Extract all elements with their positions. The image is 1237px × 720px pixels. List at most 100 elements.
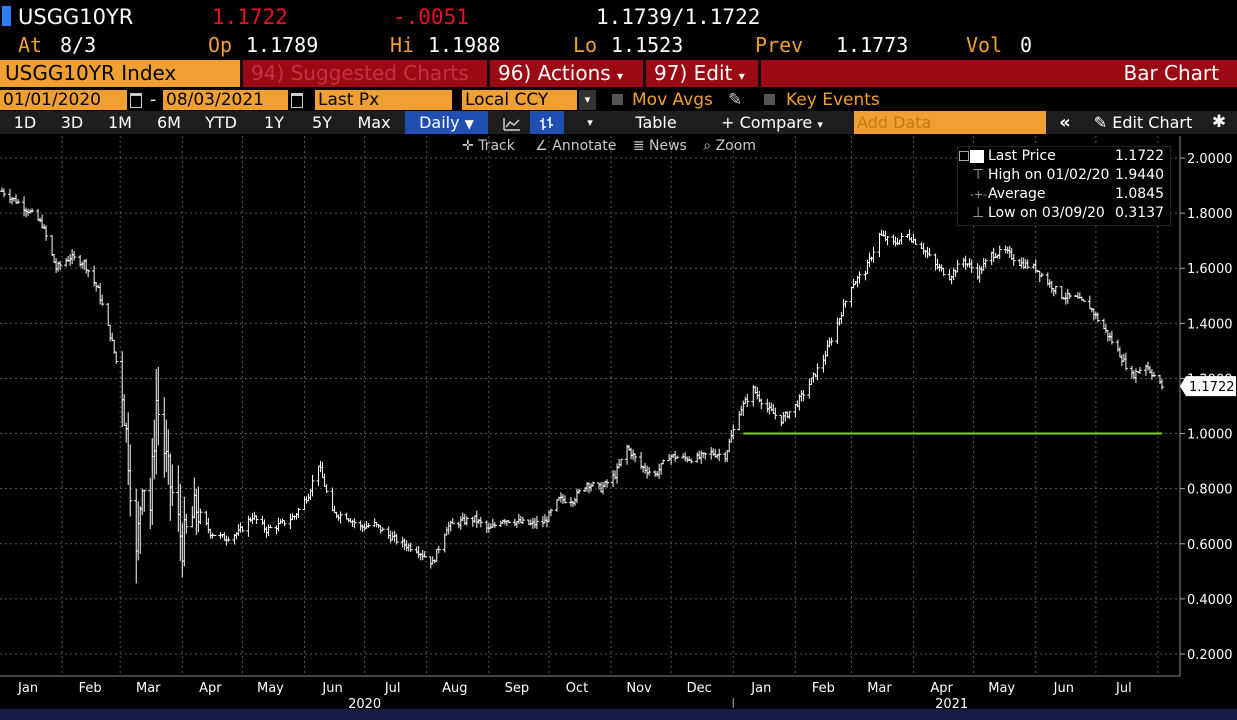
x-month-label: Jan bbox=[750, 681, 771, 696]
volume-value: 0 bbox=[1020, 33, 1033, 57]
gear-icon[interactable]: ✱ bbox=[1211, 112, 1227, 132]
period-1m[interactable]: 1M bbox=[108, 113, 132, 132]
legend-collapse-icon[interactable] bbox=[959, 151, 969, 161]
period-1y[interactable]: 1Y bbox=[264, 113, 284, 132]
y-tick-label: 1.6000 bbox=[1187, 262, 1233, 277]
x-year-label: 2021 bbox=[935, 697, 968, 708]
calendar-icon[interactable] bbox=[130, 93, 142, 108]
mov-avgs-checkbox[interactable] bbox=[612, 94, 623, 105]
crosshair-icon: ✛ bbox=[462, 138, 474, 154]
period-max[interactable]: Max bbox=[357, 113, 391, 132]
period-6m[interactable]: 6M bbox=[157, 113, 181, 132]
x-month-label: Mar bbox=[867, 681, 892, 696]
x-month-label: Aug bbox=[442, 681, 467, 696]
calendar-icon[interactable] bbox=[291, 93, 303, 108]
frequency-select[interactable]: Daily ▼ bbox=[405, 111, 488, 134]
y-tick-label: 0.4000 bbox=[1187, 593, 1233, 608]
zoom-label: Zoom bbox=[715, 138, 756, 154]
period-1d[interactable]: 1D bbox=[13, 113, 37, 132]
key-events-label[interactable]: Key Events bbox=[786, 90, 880, 110]
high-value: 1.1988 bbox=[428, 33, 501, 57]
track-tool[interactable]: ✛ Track bbox=[452, 138, 529, 154]
frequency-value: Daily bbox=[419, 113, 460, 132]
currency-dropdown-icon[interactable]: ▾ bbox=[579, 90, 596, 110]
suggested-charts-button[interactable]: 94) Suggested Charts bbox=[243, 60, 487, 87]
period-3d[interactable]: 3D bbox=[60, 113, 84, 132]
x-month-label: Feb bbox=[812, 681, 835, 696]
x-month-label: Apr bbox=[199, 681, 222, 696]
mov-avgs-label[interactable]: Mov Avgs bbox=[632, 90, 713, 110]
legend-high-value: 1.9440 bbox=[1115, 167, 1164, 183]
y-tick-label: 0.2000 bbox=[1187, 648, 1233, 663]
caret-down-icon: ▼ bbox=[464, 117, 474, 131]
field-value: Last Px bbox=[318, 90, 380, 110]
line-chart-icon[interactable] bbox=[495, 111, 529, 134]
last-value-label: 1.1722 bbox=[1189, 380, 1235, 395]
actions-menu[interactable]: 96) Actions ▾ bbox=[490, 60, 643, 87]
price-chart[interactable]: 2.00001.80001.60001.40001.20001.00000.80… bbox=[0, 136, 1237, 708]
caret-down-icon: ▾ bbox=[617, 69, 624, 83]
bar-chart-icon[interactable] bbox=[530, 111, 564, 134]
edit-chart-label: Edit Chart bbox=[1112, 113, 1193, 132]
open-value: 1.1789 bbox=[246, 33, 319, 57]
x-month-label: Dec bbox=[687, 681, 712, 696]
table-button[interactable]: Table bbox=[635, 113, 677, 132]
open-label: Op bbox=[208, 33, 233, 57]
x-month-label: Feb bbox=[79, 681, 102, 696]
legend-average-label: Average bbox=[988, 186, 1046, 202]
compare-label: + Compare bbox=[721, 113, 813, 132]
currency-value: Local CCY bbox=[465, 90, 549, 110]
end-date-field[interactable]: 08/03/2021 bbox=[163, 90, 288, 110]
low-marker-icon: ⊥ bbox=[972, 205, 985, 221]
average-marker-icon: -+- bbox=[970, 188, 988, 201]
pencil-icon[interactable]: ✎ bbox=[728, 90, 743, 110]
edit-label: 97) Edit bbox=[654, 61, 733, 85]
key-events-checkbox[interactable] bbox=[764, 94, 775, 105]
zoom-tool[interactable]: ⌕ Zoom bbox=[697, 138, 762, 154]
low-label: Lo bbox=[573, 33, 598, 57]
security-field[interactable]: USGG10YR Index bbox=[0, 60, 240, 87]
news-tool[interactable]: ≣ News bbox=[627, 138, 697, 154]
title-bar: USGG10YR Index 94) Suggested Charts 96) … bbox=[0, 60, 1237, 87]
volume-label: Vol bbox=[966, 33, 1003, 57]
news-label: News bbox=[649, 138, 687, 154]
ticker: USGG10YR bbox=[18, 5, 134, 29]
annotate-icon: ∠ bbox=[535, 138, 548, 154]
x-month-label: Oct bbox=[566, 681, 588, 696]
collapse-double-chevron-icon[interactable]: « bbox=[1059, 112, 1071, 133]
y-tick-label: 1.4000 bbox=[1187, 317, 1233, 332]
y-tick-label: 0.8000 bbox=[1187, 483, 1233, 498]
high-label: Hi bbox=[390, 33, 415, 57]
period-5y[interactable]: 5Y bbox=[312, 113, 332, 132]
caret-down-icon: ▾ bbox=[817, 118, 823, 131]
field-select[interactable]: Last Px bbox=[315, 90, 452, 110]
add-data-input[interactable]: Add Data bbox=[854, 111, 1046, 134]
x-month-label: Jan bbox=[17, 681, 38, 696]
annotate-tool[interactable]: ∠ Annotate bbox=[529, 138, 627, 154]
edit-menu[interactable]: 97) Edit ▾ bbox=[646, 60, 758, 87]
start-date-field[interactable]: 01/01/2020 bbox=[0, 90, 127, 110]
y-tick-label: 1.0000 bbox=[1187, 428, 1233, 443]
x-month-label: May bbox=[257, 681, 284, 696]
x-month-label: Jun bbox=[321, 681, 342, 696]
magnifier-icon: ⌕ bbox=[703, 138, 712, 154]
prev-label: Prev bbox=[755, 33, 804, 57]
x-month-label: Sep bbox=[505, 681, 530, 696]
chart-tools: ✛ Track ∠ Annotate ≣ News ⌕ Zoom bbox=[452, 136, 762, 156]
legend-last-price-label: Last Price bbox=[988, 148, 1056, 164]
ticker-marker bbox=[2, 6, 11, 26]
edit-chart-button[interactable]: ✎ Edit Chart bbox=[1084, 111, 1202, 134]
period-ytd[interactable]: YTD bbox=[205, 113, 237, 132]
compare-button[interactable]: + Compare ▾ bbox=[708, 111, 836, 134]
legend-high-label: High on 01/02/20 bbox=[988, 167, 1110, 183]
x-month-label: Mar bbox=[136, 681, 161, 696]
chart-type-bar: Bar Chart bbox=[761, 60, 1237, 87]
chart-style-dropdown-icon[interactable]: ▾ bbox=[587, 116, 593, 129]
start-date-value: 01/01/2020 bbox=[3, 90, 101, 110]
last-value-tag bbox=[1180, 376, 1236, 397]
chart-legend[interactable]: Last Price 1.1722 ⊤ High on 01/02/20 1.9… bbox=[957, 146, 1171, 226]
low-value: 1.1523 bbox=[611, 33, 684, 57]
x-year-label: 2020 bbox=[348, 697, 381, 708]
end-date-value: 08/03/2021 bbox=[166, 90, 264, 110]
currency-select[interactable]: Local CCY bbox=[462, 90, 577, 110]
